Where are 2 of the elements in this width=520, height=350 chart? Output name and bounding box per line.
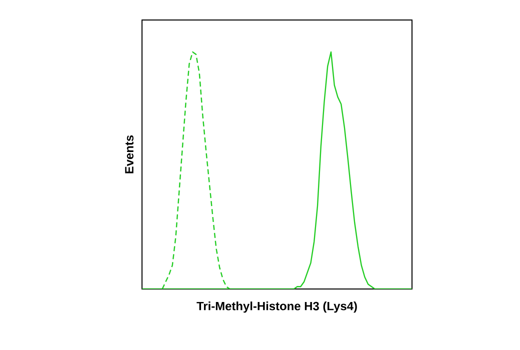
y-axis-title: Events	[125, 135, 134, 174]
x-axis-title: Tri-Methyl-Histone H3 (Lys4)	[196, 302, 357, 313]
